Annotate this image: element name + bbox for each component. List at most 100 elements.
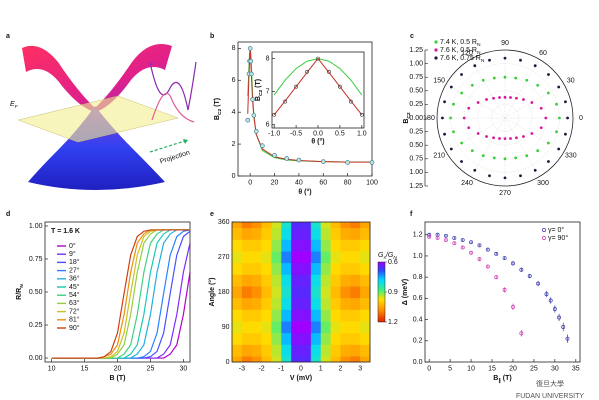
data-point <box>460 245 465 250</box>
legend-label: 7.6 K, 0.75 RN <box>440 55 485 64</box>
x-tick-label: 15 <box>81 365 89 372</box>
heat-cell <box>330 274 341 287</box>
heat-cell <box>291 239 302 252</box>
heat-cell <box>350 356 361 363</box>
label-part: R/R <box>16 288 23 300</box>
x-tick-label: 25 <box>147 365 155 372</box>
y-tick-label: 90 <box>222 324 230 331</box>
heat-cell <box>360 297 371 310</box>
data-point <box>519 267 524 272</box>
y-tick-label: 0 <box>232 173 236 180</box>
heat-cell <box>232 239 243 252</box>
data-point <box>546 141 550 145</box>
heat-cell <box>291 309 302 322</box>
heat-cell <box>301 274 312 287</box>
data-point <box>530 132 534 135</box>
heat-cell <box>251 321 262 334</box>
data-point <box>485 247 490 252</box>
angular-grid <box>504 117 540 177</box>
data-point <box>561 325 566 329</box>
heat-cell <box>330 262 341 275</box>
heat-cell <box>301 321 312 334</box>
data-point <box>555 130 558 134</box>
data-point <box>555 102 558 106</box>
heat-cell <box>281 332 292 345</box>
data-point <box>473 168 477 172</box>
data-point <box>564 132 567 136</box>
colorbar-label: Gs/GN <box>378 252 397 261</box>
heat-cell <box>261 239 272 252</box>
data-point <box>462 116 466 120</box>
x-tick-label: 35 <box>572 365 580 372</box>
heat-cell <box>232 356 243 363</box>
data-point <box>502 256 507 261</box>
x-tick-label: 5 <box>448 365 452 372</box>
data-point <box>492 76 496 80</box>
data-point <box>477 257 482 262</box>
panel-label: e <box>210 211 214 218</box>
heat-cell <box>320 239 331 252</box>
r-tick-label: 1.25 <box>409 47 423 54</box>
x-tick-label: 3 <box>358 365 362 372</box>
heat-cell <box>360 227 371 240</box>
data-point <box>503 95 507 99</box>
heat-cell <box>310 251 322 264</box>
data-point <box>515 96 518 100</box>
heat-cell <box>310 332 322 345</box>
data-point <box>245 117 251 123</box>
label-part: B <box>493 375 498 382</box>
data-point <box>296 157 302 163</box>
data-point <box>503 176 507 180</box>
heat-cell <box>310 239 322 252</box>
data-point <box>488 174 491 178</box>
x-tick-label: -2 <box>258 365 264 372</box>
data-point <box>525 154 529 158</box>
heat-cell <box>271 222 282 229</box>
heat-cell <box>360 356 371 363</box>
heat-cell <box>241 321 253 334</box>
heat-cell <box>241 239 253 252</box>
x-tick-label: 60 <box>319 179 327 186</box>
heat-cell <box>320 251 331 264</box>
y-axis-label: Δ (meV) <box>402 279 409 305</box>
projection-label: Projection <box>159 149 191 165</box>
heat-cell <box>360 222 371 229</box>
heat-cell <box>271 286 282 299</box>
heat-cell <box>241 332 253 345</box>
y-tick-label: 0.6 <box>413 295 423 302</box>
radial-grid <box>436 49 574 187</box>
angular-grid <box>446 117 506 153</box>
data-point <box>443 233 448 238</box>
data-point <box>467 106 471 110</box>
label-part: N <box>19 284 25 288</box>
plot-frame <box>44 221 191 363</box>
heat-cell <box>281 286 292 299</box>
heat-cell <box>310 344 322 357</box>
heat-cell <box>330 227 341 240</box>
heat-cell <box>310 227 322 240</box>
data-point <box>514 156 518 160</box>
theta-tick-label: 240 <box>461 180 473 187</box>
legend-label: 63° <box>69 299 80 307</box>
x-tick-label: 15 <box>488 365 496 372</box>
y-tick-label: 7 <box>266 88 270 95</box>
heat-cell <box>232 227 243 240</box>
data-point <box>272 112 277 117</box>
heat-cell <box>350 222 361 229</box>
x-tick-label: 1.0 <box>357 131 367 138</box>
panel-label: a <box>6 33 10 40</box>
band-illustration: EF Projection <box>10 44 197 190</box>
data-point <box>522 135 525 138</box>
heat-cell <box>340 262 351 275</box>
heat-cell <box>320 297 331 310</box>
theta-tick-label: 210 <box>433 152 445 159</box>
legend-label: 9° <box>69 250 76 258</box>
label-part: /G <box>385 252 394 259</box>
data-point <box>283 99 288 104</box>
data-point <box>476 101 480 104</box>
x-tick-label: 0 <box>299 365 303 372</box>
heat-cell <box>241 251 253 264</box>
heat-cell <box>251 356 262 363</box>
y-tick-label: 2 <box>232 141 236 148</box>
fermi-plane <box>17 95 179 143</box>
